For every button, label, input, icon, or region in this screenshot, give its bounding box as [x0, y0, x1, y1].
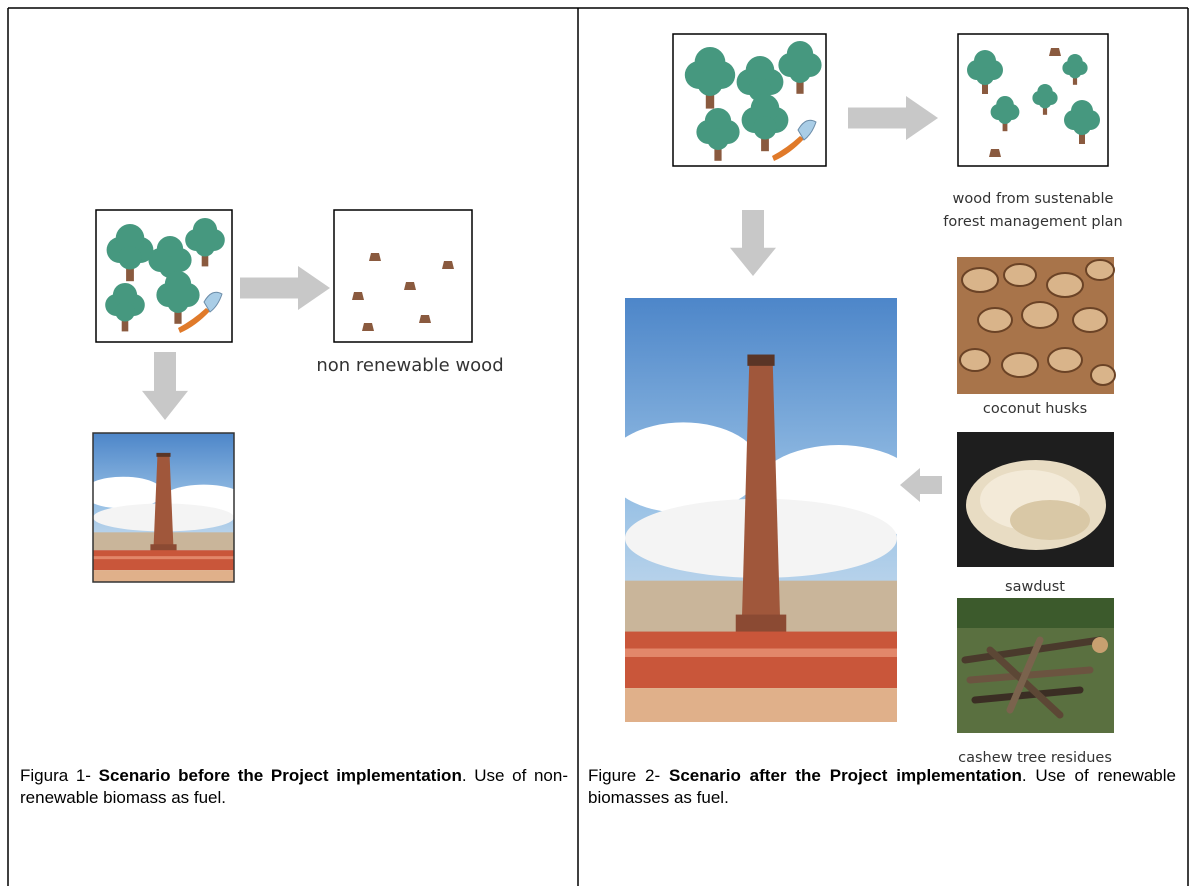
- shape: [352, 292, 364, 300]
- sustainable-box: [958, 34, 1108, 166]
- stumps-box: [334, 210, 472, 342]
- shape: [1002, 353, 1038, 377]
- sawdust-photo: [957, 432, 1114, 567]
- shape: [1073, 308, 1107, 332]
- caption-prefix: Figure 2-: [588, 766, 660, 785]
- shape: [404, 282, 416, 290]
- shape: [419, 315, 431, 323]
- coconut-photo: [957, 257, 1115, 394]
- shape: [962, 268, 998, 292]
- arrow: [730, 210, 776, 276]
- shape: [900, 468, 942, 502]
- shape: [1010, 500, 1090, 540]
- shape: [334, 210, 472, 342]
- shape: [369, 253, 381, 261]
- biomass-label: coconut husks: [983, 401, 1087, 417]
- shape: [83, 433, 249, 582]
- shape: [1004, 264, 1036, 286]
- caption-title: Scenario after the Project implementatio…: [669, 766, 1022, 785]
- shape: [989, 149, 1001, 157]
- wood-label: non renewable wood: [316, 355, 503, 376]
- shape: [442, 261, 454, 269]
- forest-box: [96, 210, 232, 342]
- shape: [1048, 348, 1082, 372]
- arrow: [240, 266, 330, 310]
- caption-title: Scenario before the Project implementati…: [99, 766, 462, 785]
- shape: [362, 323, 374, 331]
- kiln-photo: [83, 433, 249, 582]
- arrow: [848, 96, 938, 140]
- caption: Figure 2- Scenario after the Project imp…: [588, 765, 1176, 809]
- caption-prefix: Figura 1-: [20, 766, 91, 785]
- cashew-photo: [957, 598, 1114, 733]
- page: non renewable wood wood from sustenable …: [0, 0, 1194, 886]
- shape: [1047, 273, 1083, 297]
- shape: [960, 349, 990, 371]
- shape: [1086, 260, 1114, 280]
- biomass-label: sawdust: [1005, 579, 1065, 595]
- shape: [1092, 637, 1108, 653]
- forest-box: [673, 34, 826, 166]
- caption: Figura 1- Scenario before the Project im…: [20, 765, 568, 809]
- arrow: [900, 468, 942, 502]
- biomass-label: cashew tree residues: [958, 750, 1112, 766]
- kiln-photo: [606, 298, 927, 722]
- shape: [1049, 48, 1061, 56]
- wood-label: wood from sustenable: [953, 191, 1114, 207]
- shape: [1022, 302, 1058, 328]
- shape: [957, 598, 1114, 628]
- shape: [978, 308, 1012, 332]
- arrow: [142, 352, 188, 420]
- figure-table: non renewable wood wood from sustenable …: [0, 0, 1194, 886]
- wood-label: forest management plan: [943, 214, 1122, 230]
- shape: [1091, 365, 1115, 385]
